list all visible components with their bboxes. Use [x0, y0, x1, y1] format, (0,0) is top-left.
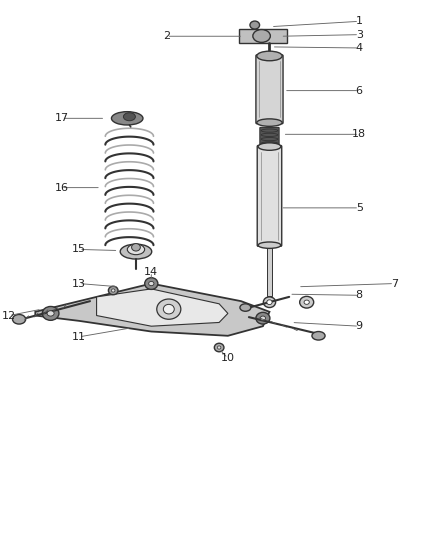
Text: 14: 14 [144, 267, 159, 277]
Ellipse shape [42, 306, 59, 320]
FancyBboxPatch shape [256, 55, 283, 124]
Ellipse shape [13, 314, 26, 324]
Text: 13: 13 [72, 279, 86, 288]
Ellipse shape [300, 296, 314, 308]
Ellipse shape [257, 119, 282, 126]
Polygon shape [96, 289, 228, 326]
Text: 15: 15 [72, 245, 86, 254]
Text: 6: 6 [356, 86, 363, 95]
Ellipse shape [111, 111, 143, 125]
Text: 18: 18 [352, 130, 366, 139]
Text: 3: 3 [356, 30, 363, 39]
FancyBboxPatch shape [257, 146, 282, 246]
Ellipse shape [145, 278, 158, 289]
Text: 12: 12 [2, 311, 16, 320]
Ellipse shape [127, 244, 145, 255]
Ellipse shape [267, 300, 272, 305]
Text: 5: 5 [356, 203, 363, 213]
Ellipse shape [124, 112, 135, 121]
Ellipse shape [111, 289, 115, 292]
Bar [267, 245, 272, 296]
Text: 4: 4 [356, 43, 363, 53]
Ellipse shape [240, 304, 251, 311]
Ellipse shape [257, 51, 282, 61]
Ellipse shape [263, 297, 276, 308]
Ellipse shape [258, 143, 281, 150]
Ellipse shape [47, 311, 54, 316]
Ellipse shape [163, 304, 174, 314]
Text: 7: 7 [391, 279, 398, 288]
Ellipse shape [256, 312, 270, 324]
Ellipse shape [157, 299, 181, 319]
Ellipse shape [217, 346, 221, 349]
Ellipse shape [131, 244, 140, 251]
Ellipse shape [260, 316, 265, 320]
Ellipse shape [108, 286, 118, 295]
Text: 1: 1 [356, 17, 363, 26]
Text: 8: 8 [356, 290, 363, 300]
Text: 9: 9 [356, 321, 363, 331]
Ellipse shape [148, 281, 154, 286]
Ellipse shape [214, 343, 224, 352]
Text: 16: 16 [55, 183, 69, 192]
Text: 11: 11 [72, 332, 86, 342]
Ellipse shape [253, 29, 270, 43]
FancyBboxPatch shape [260, 127, 279, 147]
Polygon shape [239, 29, 287, 43]
Polygon shape [35, 284, 269, 336]
Text: 10: 10 [221, 353, 235, 363]
Ellipse shape [120, 244, 152, 259]
Text: 2: 2 [163, 31, 170, 41]
Ellipse shape [258, 242, 281, 248]
Ellipse shape [312, 332, 325, 340]
Text: 17: 17 [54, 114, 69, 123]
Ellipse shape [250, 21, 260, 29]
Ellipse shape [304, 300, 309, 304]
